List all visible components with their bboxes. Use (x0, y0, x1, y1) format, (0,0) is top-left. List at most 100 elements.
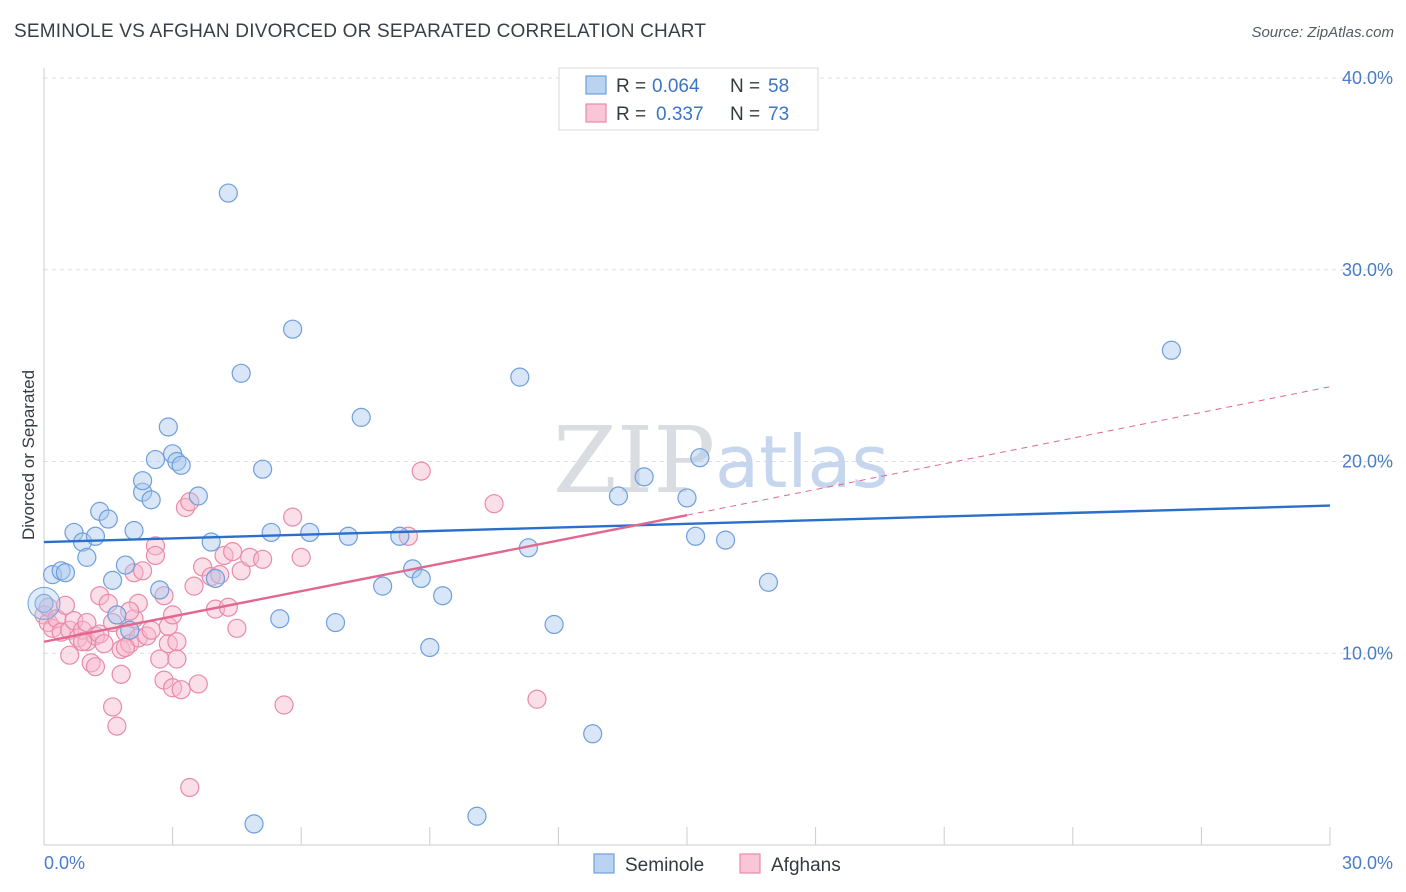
afghan-point-36 (145, 545, 166, 566)
legend-afghan-n-value: 73 (768, 104, 789, 125)
afghan-point-69 (180, 777, 200, 798)
afghan-point-68 (527, 689, 547, 709)
seminole-point-51 (677, 488, 697, 508)
seminole-point-16 (132, 471, 153, 491)
seminole-trend-line (43, 504, 1331, 544)
legend-seminole-r-value: 0.064 (652, 76, 700, 97)
seminole-point-56 (1161, 340, 1181, 360)
seminole-points (27, 183, 1181, 834)
legend-seminole-r-label: R = (616, 76, 646, 97)
seminole-point-cluster (27, 586, 61, 620)
afghan-point-23 (107, 716, 127, 736)
seminole-point-10 (102, 570, 123, 590)
seminole-point-37 (351, 407, 371, 427)
afghan-point-37 (150, 649, 170, 669)
seminole-point-0 (34, 593, 54, 613)
seminole-point-30 (253, 459, 273, 479)
axes (43, 68, 1331, 846)
afghan-point-57 (223, 542, 243, 562)
seminole-point-39 (390, 526, 410, 546)
y-tick-label-1: 20.0% (1342, 452, 1393, 472)
afghan-point-64 (291, 547, 311, 567)
seminole-point-55 (758, 572, 779, 592)
source-label: Source: ZipAtlas.com (1251, 24, 1394, 41)
seminole-point-43 (433, 586, 453, 606)
seminole-point-14 (124, 520, 144, 541)
seminole-point-29 (244, 814, 264, 834)
afghan-point-61 (253, 549, 273, 569)
x-tick-label-0: 0.0% (44, 853, 85, 873)
seminole-point-31 (261, 522, 281, 543)
afghan-point-6 (55, 595, 76, 615)
seminole-point-36 (338, 526, 358, 546)
chart-title: SEMINOLE VS AFGHAN DIVORCED OR SEPARATED… (14, 21, 707, 42)
seminole-point-26 (205, 568, 226, 589)
afghan-point-22 (102, 697, 123, 717)
seminole-point-23 (171, 455, 191, 475)
afghan-point-44 (167, 632, 187, 652)
afghan-point-46 (171, 680, 191, 700)
afghan-point-13 (77, 612, 97, 633)
seminole-point-34 (300, 522, 320, 543)
watermark-zip: ZIP (553, 407, 715, 514)
seminole-point-7 (85, 526, 106, 546)
seminole-point-3 (55, 563, 76, 583)
seminole-point-35 (325, 612, 346, 633)
afghan-point-19 (94, 634, 114, 654)
seminole-point-47 (544, 614, 564, 635)
y-tick-label-2: 30.0% (1342, 260, 1393, 280)
seminole-point-9 (98, 509, 118, 529)
afghan-point-59 (231, 561, 251, 581)
seminole-point-18 (145, 449, 166, 470)
seminole-point-53 (690, 448, 710, 468)
afghan-point-34 (141, 620, 161, 640)
seminole-point-45 (510, 367, 530, 387)
seminole-point-20 (158, 417, 178, 437)
legend-seminole-n-label: N = (730, 76, 760, 97)
afghan-point-71 (72, 632, 93, 652)
seminole-point-27 (218, 183, 238, 203)
afghan-point-67 (484, 494, 504, 514)
legend-afghan-swatch (585, 103, 607, 123)
seminole-point-25 (201, 532, 221, 552)
seminole-point-42 (420, 637, 440, 658)
watermark-atlas: atlas (715, 420, 889, 504)
bottom-legend: Seminole Afghans (593, 853, 841, 876)
legend-afghan-r-value: 0.337 (656, 104, 704, 125)
bottom-legend-seminole-swatch (593, 853, 615, 874)
afghan-point-8 (60, 645, 80, 665)
afghan-point-16 (85, 657, 106, 677)
afghan-trend-line (43, 514, 688, 643)
legend-afghan-r-label: R = (616, 104, 646, 125)
legend-seminole-n-value: 58 (768, 76, 789, 97)
seminole-point-33 (283, 319, 303, 339)
seminole-point-32 (270, 609, 290, 629)
afghan-point-72 (120, 601, 140, 621)
seminole-point-48 (583, 724, 603, 744)
bottom-legend-afghan-label: Afghans (771, 855, 841, 876)
seminole-point-17 (141, 490, 161, 510)
legend-afghan-n-label: N = (730, 104, 760, 125)
afghan-point-24 (111, 664, 131, 684)
seminole-point-38 (373, 576, 393, 596)
seminole-point-41 (411, 568, 431, 589)
afghan-point-62 (274, 695, 294, 715)
tick-labels: 10.0% 20.0% 30.0% 40.0% 0.0% 30.0% (44, 68, 1393, 873)
afghan-points (34, 461, 547, 798)
seminole-point-11 (107, 605, 127, 625)
y-axis-label: Divorced or Separated (19, 370, 38, 540)
seminole-point-12 (115, 555, 136, 575)
afghan-point-49 (184, 576, 204, 596)
seminole-point-19 (150, 580, 170, 600)
seminole-point-6 (77, 547, 97, 567)
y-tick-label-0: 10.0% (1342, 643, 1393, 663)
legend-seminole-swatch (585, 75, 607, 95)
afghan-point-63 (283, 507, 303, 527)
seminole-point-52 (685, 526, 706, 546)
watermark: ZIP atlas (553, 407, 889, 514)
bottom-legend-afghan-swatch (739, 853, 761, 874)
afghan-point-70 (115, 637, 136, 658)
seminole-point-49 (608, 486, 629, 506)
x-tick-label-1: 30.0% (1342, 853, 1393, 873)
